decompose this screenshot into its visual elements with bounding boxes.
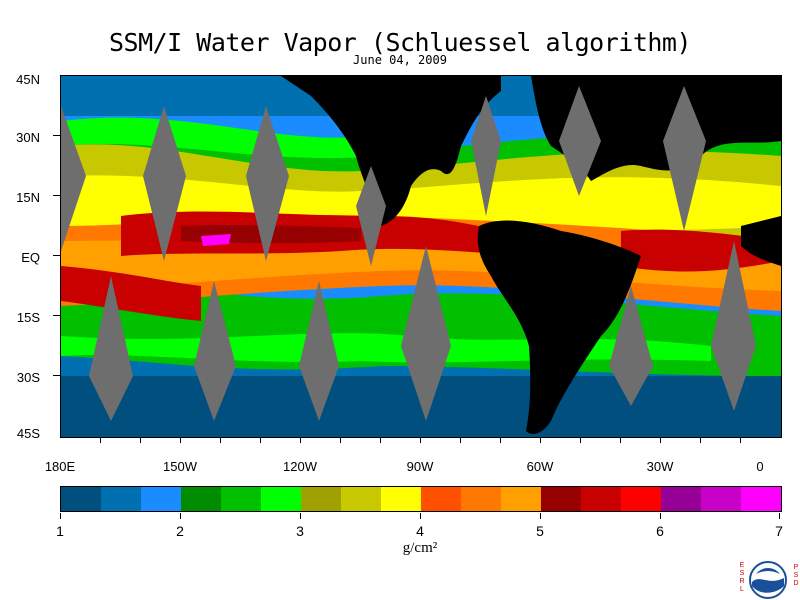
lon-label-30w: 30W xyxy=(646,459,674,474)
lon-tick xyxy=(540,437,541,443)
colorbar-label-5: 5 xyxy=(536,523,544,539)
colorbar-segment xyxy=(221,487,261,511)
lon-tick xyxy=(740,437,741,443)
lat-tick xyxy=(53,375,60,376)
lat-label-15n: 15N xyxy=(16,190,40,205)
lon-label-90w: 90W xyxy=(406,459,434,474)
colorbar-units: g/cm² xyxy=(402,540,438,556)
colorbar-segment xyxy=(341,487,381,511)
colorbar-label-6: 6 xyxy=(656,523,664,539)
lon-tick xyxy=(140,437,141,443)
colorbar-tick xyxy=(60,513,61,519)
lat-label-45n: 45N xyxy=(16,72,40,87)
colorbar-tick xyxy=(540,513,541,519)
colorbar-segment xyxy=(701,487,741,511)
colorbar-segment xyxy=(661,487,701,511)
lat-tick xyxy=(53,135,60,136)
lon-label-180e: 180E xyxy=(44,459,76,474)
colorbar-tick xyxy=(300,513,301,519)
colorbar-tick xyxy=(779,513,780,519)
lon-tick xyxy=(220,437,221,443)
colorbar-segment xyxy=(501,487,541,511)
lat-tick xyxy=(53,195,60,196)
colorbar-segment xyxy=(61,487,101,511)
lat-label-eq: EQ xyxy=(21,250,40,265)
colorbar-tick xyxy=(180,513,181,519)
colorbar-segment xyxy=(181,487,221,511)
colorbar-label-4: 4 xyxy=(416,523,424,539)
colorbar-label-7: 7 xyxy=(775,523,783,539)
colorbar-segment xyxy=(621,487,661,511)
colorbar-segment xyxy=(421,487,461,511)
map-image xyxy=(61,76,781,437)
lon-tick xyxy=(260,437,261,443)
lon-tick xyxy=(460,437,461,443)
colorbar-label-1: 1 xyxy=(56,523,64,539)
lat-label-30s: 30S xyxy=(16,370,40,385)
lon-tick xyxy=(660,437,661,443)
lat-tick xyxy=(53,255,60,256)
lon-tick xyxy=(380,437,381,443)
colorbar-segment xyxy=(381,487,421,511)
colorbar-tick xyxy=(420,513,421,519)
lat-label-15s: 15S xyxy=(16,310,40,325)
colorbar-segment xyxy=(541,487,581,511)
lon-tick xyxy=(300,437,301,443)
map-date: June 04, 2009 xyxy=(353,53,447,67)
colorbar-label-3: 3 xyxy=(296,523,304,539)
colorbar-label-2: 2 xyxy=(176,523,184,539)
colorbar-segment xyxy=(581,487,621,511)
colorbar-segment xyxy=(141,487,181,511)
map-title: SSM/I Water Vapor (Schluessel algorithm) xyxy=(108,28,692,57)
lon-tick xyxy=(180,437,181,443)
colorbar xyxy=(60,486,782,512)
colorbar-segment xyxy=(101,487,141,511)
lon-label-120w: 120W xyxy=(283,459,317,474)
colorbar-segment xyxy=(741,487,781,511)
lat-label-45s: 45S xyxy=(16,426,40,441)
lon-tick xyxy=(580,437,581,443)
lon-tick xyxy=(620,437,621,443)
colorbar-tick xyxy=(660,513,661,519)
colorbar-segment xyxy=(261,487,301,511)
lon-tick xyxy=(700,437,701,443)
lon-tick xyxy=(100,437,101,443)
lon-tick xyxy=(420,437,421,443)
lon-label-60w: 60W xyxy=(526,459,554,474)
lon-label-150w: 150W xyxy=(163,459,197,474)
water-vapor-map xyxy=(60,75,782,438)
lon-label-0: 0 xyxy=(756,459,764,474)
lon-tick xyxy=(500,437,501,443)
lat-tick xyxy=(53,315,60,316)
colorbar-segment xyxy=(461,487,501,511)
colorbar-segment xyxy=(301,487,341,511)
lon-tick xyxy=(340,437,341,443)
noaa-emblem-icon xyxy=(749,561,787,599)
lat-label-30n: 30N xyxy=(16,130,40,145)
